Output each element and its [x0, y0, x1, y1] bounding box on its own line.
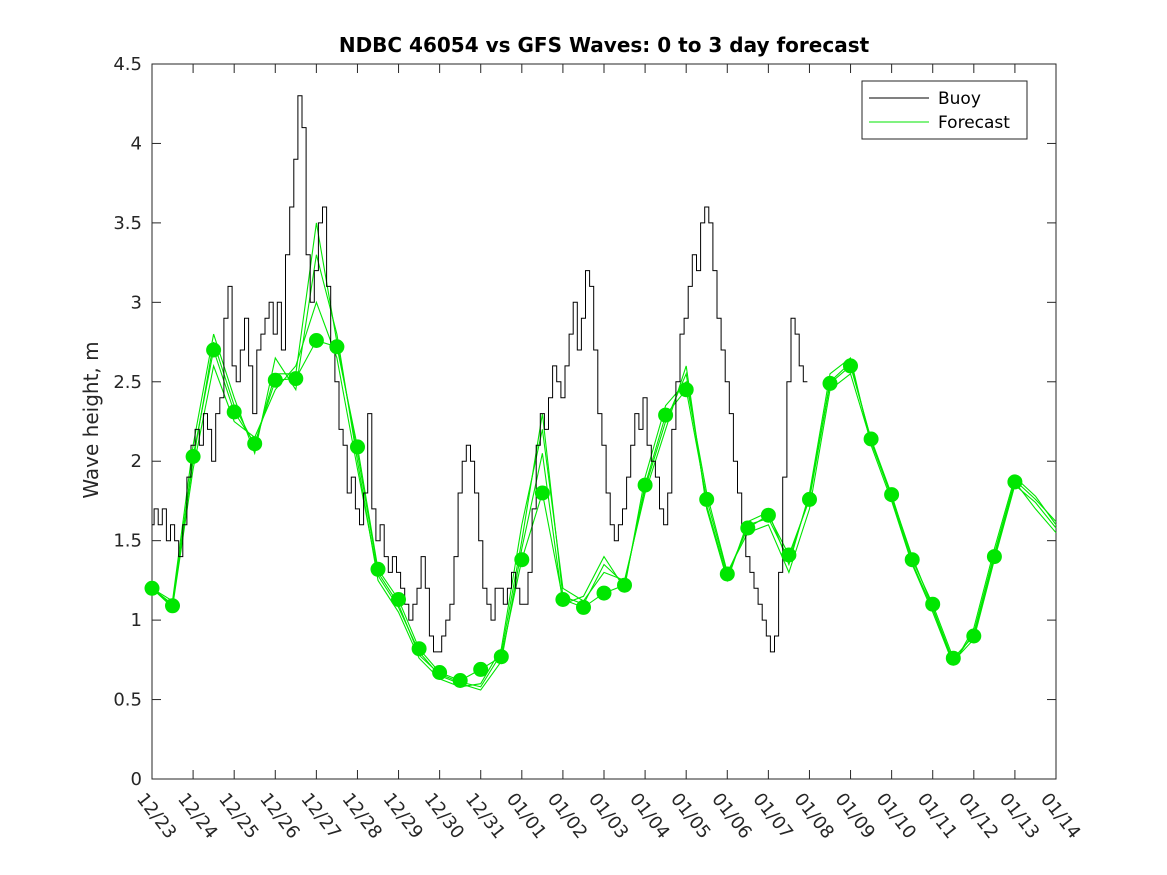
forecast-point — [288, 371, 304, 387]
forecast-point — [925, 596, 941, 612]
forecast-run-line — [151, 300, 1057, 691]
forecast-point — [144, 580, 160, 596]
y-tick-label: 2.5 — [113, 372, 142, 393]
forecast-point — [884, 487, 900, 503]
x-tick-label: 12/30 — [420, 789, 468, 843]
forecast-point — [740, 520, 756, 536]
x-tick-label: 01/14 — [1036, 789, 1084, 843]
forecast-point — [534, 485, 550, 501]
forecast-point — [843, 358, 858, 374]
forecast-point — [226, 404, 242, 420]
y-tick-label: 4 — [131, 133, 142, 154]
forecast-point — [637, 477, 653, 493]
x-tick-label: 12/29 — [379, 789, 427, 843]
y-tick-label: 1.5 — [113, 531, 142, 552]
forecast-point — [370, 561, 386, 577]
legend-box — [861, 80, 1028, 140]
forecast-point — [267, 372, 283, 388]
x-tick-label: 01/11 — [913, 789, 961, 843]
forecast-point — [473, 661, 489, 677]
x-tick-label: 12/28 — [338, 789, 386, 843]
forecast-point — [432, 665, 448, 680]
x-tick-label: 12/27 — [296, 789, 344, 843]
forecast-point — [781, 547, 797, 563]
x-tick-label: 01/02 — [543, 789, 591, 843]
x-tick-label: 01/03 — [584, 789, 632, 843]
x-tick-label: 12/25 — [214, 789, 262, 843]
x-tick-label: 01/08 — [790, 789, 838, 843]
x-tick-label: 01/05 — [666, 789, 714, 843]
forecast-point — [185, 449, 201, 464]
y-tick-label: 3.5 — [113, 213, 142, 234]
forecast-run-line — [151, 222, 1057, 688]
forecast-point — [596, 585, 612, 601]
x-tick-label: 01/04 — [625, 789, 673, 843]
y-axis: 0 0.5 1 1.5 2 2.5 3 3.5 4 4.5 — [113, 54, 1056, 790]
x-tick-label: 01/07 — [748, 789, 796, 843]
y-tick-label: 4.5 — [113, 54, 142, 75]
y-tick-label: 1 — [131, 610, 142, 631]
forecast-point — [658, 407, 674, 423]
forecast-point — [391, 592, 406, 607]
forecast-point — [719, 566, 735, 582]
x-tick-label: 01/01 — [502, 789, 550, 843]
legend-buoy-label: Buoy — [938, 89, 981, 109]
forecast-point — [966, 628, 982, 644]
forecast-point — [576, 599, 591, 615]
forecast-point — [329, 339, 345, 355]
forecast-series — [151, 222, 1057, 691]
forecast-point — [822, 375, 838, 391]
forecast-point — [863, 431, 879, 447]
forecast-point — [555, 592, 571, 607]
legend: Buoy Forecast — [861, 80, 1028, 140]
forecast-point — [945, 650, 961, 666]
plot-area — [151, 63, 1057, 780]
x-tick-label: 12/23 — [132, 789, 180, 843]
forecast-point — [802, 491, 817, 507]
legend-forecast-label: Forecast — [938, 113, 1010, 133]
buoy-line — [152, 95, 808, 653]
x-tick-label: 01/13 — [995, 789, 1043, 843]
forecast-markers — [144, 333, 1023, 688]
forecast-point — [904, 552, 920, 568]
forecast-point — [247, 436, 263, 452]
forecast-point — [308, 333, 324, 348]
forecast-point — [699, 491, 715, 507]
y-tick-label: 2 — [131, 451, 142, 472]
x-tick-label: 01/06 — [707, 789, 755, 843]
x-tick-label: 01/12 — [954, 789, 1002, 843]
forecast-point — [1007, 474, 1023, 490]
x-tick-label: 01/10 — [872, 789, 920, 843]
forecast-point — [411, 641, 427, 657]
chart-title: NDBC 46054 vs GFS Waves: 0 to 3 day fore… — [339, 33, 870, 57]
y-tick-label: 0.5 — [113, 690, 142, 711]
forecast-point — [760, 507, 776, 523]
forecast-point — [206, 342, 222, 358]
y-tick-label: 3 — [131, 292, 142, 313]
x-tick-label: 01/09 — [831, 789, 879, 843]
forecast-point — [678, 382, 694, 398]
forecast-point — [986, 549, 1002, 565]
x-tick-label: 12/26 — [255, 789, 303, 843]
y-tick-label: 0 — [131, 769, 142, 790]
forecast-point — [350, 439, 365, 455]
forecast-point — [617, 577, 632, 593]
forecast-point — [452, 673, 468, 688]
x-tick-label: 12/24 — [173, 789, 221, 843]
y-axis-label: Wave height, m — [79, 341, 103, 498]
x-tick-label: 12/31 — [461, 789, 509, 843]
forecast-point — [165, 598, 180, 614]
buoy-series — [152, 95, 808, 653]
forecast-point — [514, 552, 530, 568]
forecast-point — [493, 649, 509, 665]
